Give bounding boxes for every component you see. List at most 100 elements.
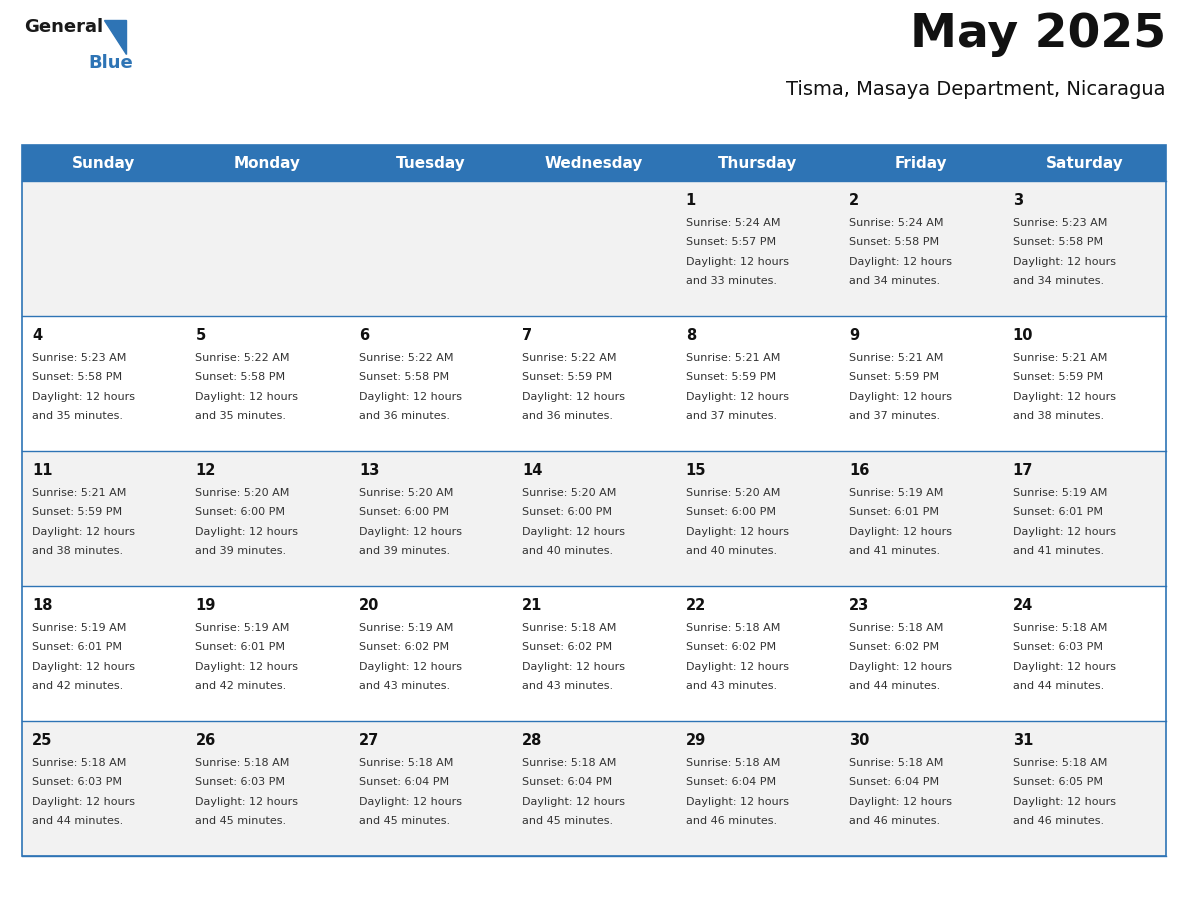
- Text: Sunrise: 5:20 AM: Sunrise: 5:20 AM: [685, 487, 781, 498]
- Text: Daylight: 12 hours: Daylight: 12 hours: [849, 797, 952, 807]
- Text: Sunset: 6:04 PM: Sunset: 6:04 PM: [523, 777, 612, 787]
- Text: 21: 21: [523, 598, 543, 613]
- Text: Daylight: 12 hours: Daylight: 12 hours: [849, 256, 952, 266]
- Text: Daylight: 12 hours: Daylight: 12 hours: [849, 527, 952, 536]
- Text: Sunset: 6:04 PM: Sunset: 6:04 PM: [359, 777, 449, 787]
- Text: Sunrise: 5:18 AM: Sunrise: 5:18 AM: [1012, 622, 1107, 633]
- Text: Sunset: 5:57 PM: Sunset: 5:57 PM: [685, 237, 776, 247]
- Text: and 41 minutes.: and 41 minutes.: [849, 546, 940, 556]
- Text: 5: 5: [196, 328, 206, 343]
- Text: Daylight: 12 hours: Daylight: 12 hours: [849, 391, 952, 401]
- Text: Daylight: 12 hours: Daylight: 12 hours: [359, 391, 462, 401]
- Text: Daylight: 12 hours: Daylight: 12 hours: [32, 797, 135, 807]
- Text: Sunrise: 5:22 AM: Sunrise: 5:22 AM: [523, 353, 617, 363]
- Text: and 44 minutes.: and 44 minutes.: [1012, 681, 1104, 691]
- Text: and 42 minutes.: and 42 minutes.: [196, 681, 286, 691]
- Text: Daylight: 12 hours: Daylight: 12 hours: [359, 797, 462, 807]
- Text: Sunset: 6:02 PM: Sunset: 6:02 PM: [849, 642, 940, 652]
- Text: 20: 20: [359, 598, 379, 613]
- Text: and 37 minutes.: and 37 minutes.: [685, 411, 777, 421]
- Bar: [23, 145, 1165, 856]
- Text: Blue: Blue: [88, 54, 133, 72]
- Text: and 43 minutes.: and 43 minutes.: [685, 681, 777, 691]
- Text: Wednesday: Wednesday: [545, 155, 643, 171]
- Text: and 34 minutes.: and 34 minutes.: [849, 276, 940, 286]
- Text: 10: 10: [1012, 328, 1034, 343]
- Text: Daylight: 12 hours: Daylight: 12 hours: [685, 527, 789, 536]
- Text: Sunset: 6:00 PM: Sunset: 6:00 PM: [685, 507, 776, 517]
- Text: Daylight: 12 hours: Daylight: 12 hours: [685, 256, 789, 266]
- Text: and 38 minutes.: and 38 minutes.: [32, 546, 124, 556]
- Text: Daylight: 12 hours: Daylight: 12 hours: [685, 662, 789, 671]
- Text: Sunset: 5:58 PM: Sunset: 5:58 PM: [359, 372, 449, 382]
- Text: Sunset: 5:58 PM: Sunset: 5:58 PM: [196, 372, 285, 382]
- Text: Sunset: 6:00 PM: Sunset: 6:00 PM: [196, 507, 285, 517]
- Text: and 43 minutes.: and 43 minutes.: [523, 681, 613, 691]
- Text: and 45 minutes.: and 45 minutes.: [359, 816, 450, 826]
- Text: and 36 minutes.: and 36 minutes.: [359, 411, 450, 421]
- Text: Sunrise: 5:18 AM: Sunrise: 5:18 AM: [359, 757, 454, 767]
- Text: 6: 6: [359, 328, 369, 343]
- Text: Sunrise: 5:22 AM: Sunrise: 5:22 AM: [196, 353, 290, 363]
- Text: Monday: Monday: [234, 155, 301, 171]
- Text: and 34 minutes.: and 34 minutes.: [1012, 276, 1104, 286]
- Text: Sunset: 6:01 PM: Sunset: 6:01 PM: [1012, 507, 1102, 517]
- Text: and 39 minutes.: and 39 minutes.: [196, 546, 286, 556]
- Text: Daylight: 12 hours: Daylight: 12 hours: [849, 662, 952, 671]
- Text: Sunrise: 5:19 AM: Sunrise: 5:19 AM: [1012, 487, 1107, 498]
- Text: and 44 minutes.: and 44 minutes.: [849, 681, 941, 691]
- Text: and 33 minutes.: and 33 minutes.: [685, 276, 777, 286]
- Text: Sunrise: 5:21 AM: Sunrise: 5:21 AM: [849, 353, 943, 363]
- Text: Daylight: 12 hours: Daylight: 12 hours: [685, 391, 789, 401]
- Text: 30: 30: [849, 733, 870, 748]
- Text: 3: 3: [1012, 193, 1023, 208]
- Text: and 42 minutes.: and 42 minutes.: [32, 681, 124, 691]
- Text: Sunset: 6:02 PM: Sunset: 6:02 PM: [685, 642, 776, 652]
- Text: Sunset: 6:01 PM: Sunset: 6:01 PM: [849, 507, 940, 517]
- Text: Sunset: 5:59 PM: Sunset: 5:59 PM: [849, 372, 940, 382]
- Text: Daylight: 12 hours: Daylight: 12 hours: [32, 662, 135, 671]
- Text: Daylight: 12 hours: Daylight: 12 hours: [359, 662, 462, 671]
- Bar: [23, 181, 1165, 316]
- Text: Sunrise: 5:20 AM: Sunrise: 5:20 AM: [196, 487, 290, 498]
- Text: Sunrise: 5:18 AM: Sunrise: 5:18 AM: [685, 757, 781, 767]
- Text: and 45 minutes.: and 45 minutes.: [196, 816, 286, 826]
- Text: 24: 24: [1012, 598, 1032, 613]
- Text: Daylight: 12 hours: Daylight: 12 hours: [523, 391, 625, 401]
- Text: 26: 26: [196, 733, 216, 748]
- Text: and 46 minutes.: and 46 minutes.: [685, 816, 777, 826]
- Text: Sunset: 5:58 PM: Sunset: 5:58 PM: [849, 237, 940, 247]
- Text: and 46 minutes.: and 46 minutes.: [849, 816, 940, 826]
- Text: Daylight: 12 hours: Daylight: 12 hours: [523, 797, 625, 807]
- Text: and 41 minutes.: and 41 minutes.: [1012, 546, 1104, 556]
- Text: Sunset: 6:00 PM: Sunset: 6:00 PM: [523, 507, 612, 517]
- Text: Daylight: 12 hours: Daylight: 12 hours: [32, 527, 135, 536]
- Text: Daylight: 12 hours: Daylight: 12 hours: [196, 662, 298, 671]
- Text: Sunset: 6:04 PM: Sunset: 6:04 PM: [849, 777, 940, 787]
- Text: Sunrise: 5:20 AM: Sunrise: 5:20 AM: [359, 487, 454, 498]
- Text: 14: 14: [523, 463, 543, 478]
- Text: Sunset: 5:59 PM: Sunset: 5:59 PM: [32, 507, 122, 517]
- Text: Sunrise: 5:19 AM: Sunrise: 5:19 AM: [32, 622, 126, 633]
- Text: Thursday: Thursday: [718, 155, 797, 171]
- Text: Tisma, Masaya Department, Nicaragua: Tisma, Masaya Department, Nicaragua: [786, 80, 1165, 99]
- Text: Sunset: 5:59 PM: Sunset: 5:59 PM: [1012, 372, 1102, 382]
- Text: Daylight: 12 hours: Daylight: 12 hours: [523, 527, 625, 536]
- Bar: [23, 721, 1165, 856]
- Text: and 35 minutes.: and 35 minutes.: [196, 411, 286, 421]
- Text: Sunrise: 5:21 AM: Sunrise: 5:21 AM: [685, 353, 781, 363]
- Text: 12: 12: [196, 463, 216, 478]
- Text: Sunday: Sunday: [72, 155, 135, 171]
- Text: Friday: Friday: [895, 155, 947, 171]
- Text: Sunrise: 5:18 AM: Sunrise: 5:18 AM: [523, 622, 617, 633]
- Text: Daylight: 12 hours: Daylight: 12 hours: [1012, 391, 1116, 401]
- Text: Sunrise: 5:21 AM: Sunrise: 5:21 AM: [32, 487, 126, 498]
- Text: and 39 minutes.: and 39 minutes.: [359, 546, 450, 556]
- Text: Sunset: 6:03 PM: Sunset: 6:03 PM: [1012, 642, 1102, 652]
- Text: 19: 19: [196, 598, 216, 613]
- Text: Sunset: 6:04 PM: Sunset: 6:04 PM: [685, 777, 776, 787]
- Text: Sunset: 5:59 PM: Sunset: 5:59 PM: [685, 372, 776, 382]
- Text: 31: 31: [1012, 733, 1032, 748]
- Text: Sunset: 5:58 PM: Sunset: 5:58 PM: [1012, 237, 1102, 247]
- Text: and 35 minutes.: and 35 minutes.: [32, 411, 124, 421]
